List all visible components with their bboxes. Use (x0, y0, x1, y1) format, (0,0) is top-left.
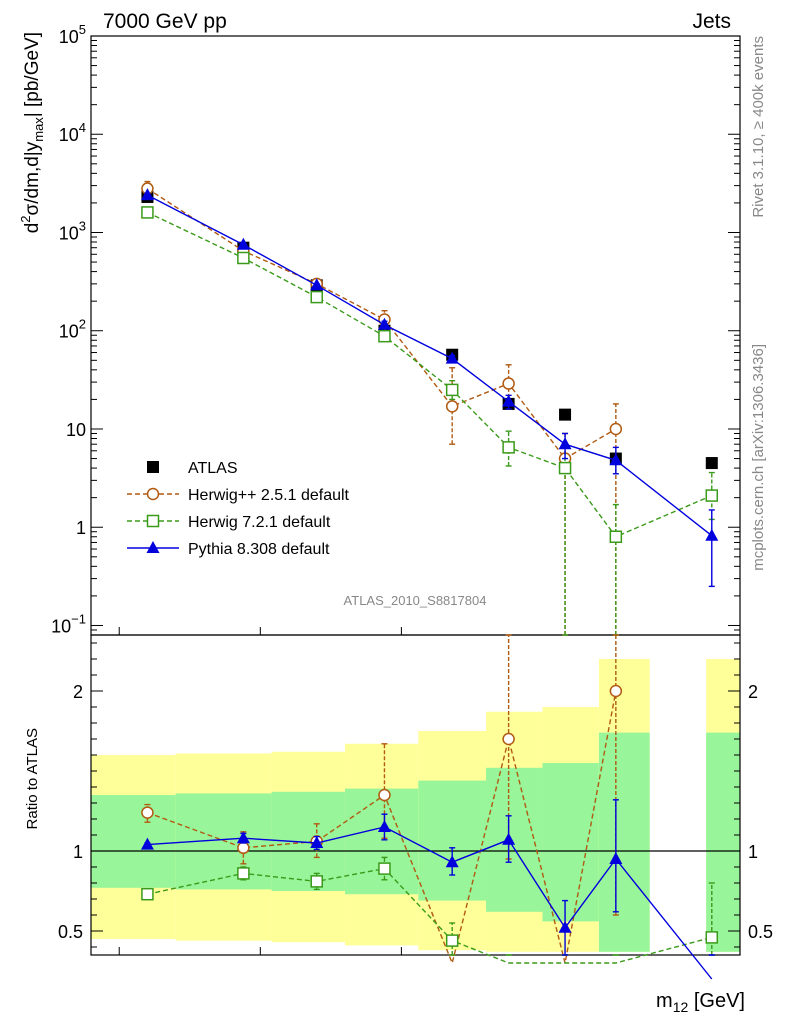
ratio-point-0-0 (141, 806, 154, 819)
legend: ATLAS Herwig++ 2.5.1 default Herwig 7.2.1 … (127, 460, 350, 558)
main-ytick-label-2: 10 (66, 420, 86, 440)
legend-marker-0 (147, 461, 159, 473)
ratio-point-1-0 (141, 887, 154, 901)
ylabel-d: d (22, 223, 43, 234)
main-point-2-2 (310, 290, 323, 304)
ratio-ytick-label-left-1: 1 (73, 842, 83, 862)
main-point-1-7 (609, 422, 623, 436)
main-point-2-0 (141, 206, 154, 219)
main-ytick-label-3: 102 (59, 317, 86, 342)
ratio-point-1-8 (705, 931, 719, 944)
main-point-2-5 (502, 441, 515, 454)
ratio-point-2-7 (609, 852, 623, 864)
green-band-7 (598, 732, 650, 952)
ratio-point-0-5 (502, 732, 515, 746)
mcplots-note: mcplots.cern.ch [arXiv:1306.3436] (750, 344, 767, 571)
main-line-3 (147, 194, 713, 537)
ratio-point-2-6 (558, 920, 572, 933)
main-point-0-8 (705, 457, 718, 470)
ratio-ytick-label-right-0: 0.5 (748, 922, 773, 942)
ratio-point-1-2 (310, 875, 323, 888)
ratio-ytick-label-right-2: 2 (748, 682, 758, 702)
green-band-6 (542, 763, 599, 922)
ratio-point-1-1 (237, 867, 250, 880)
main-point-2-4 (445, 383, 459, 397)
main-point-2-7 (609, 530, 623, 544)
rivet-note: Rivet 3.1.10, ≥ 400k events (750, 36, 767, 218)
main-point-2-6 (558, 461, 572, 475)
ratio-ytick-label-left-0: 0.5 (58, 922, 83, 942)
legend-label-2: Herwig 7.2.1 default (188, 514, 331, 531)
green-band-0 (91, 795, 176, 888)
main-point-2-8 (705, 489, 719, 502)
main-point-1-4 (445, 400, 459, 413)
main-ytick-label-4: 103 (59, 218, 86, 243)
main-point-3-1 (236, 237, 250, 250)
green-band-4 (418, 780, 487, 901)
legend-marker-2 (146, 514, 160, 528)
ratio-point-1-4 (445, 934, 459, 947)
main-point-2-1 (237, 251, 250, 265)
main-ytick-label-6: 105 (59, 22, 86, 47)
ratio-point-2-5 (502, 832, 516, 845)
main-ytick-label-1: 1 (76, 518, 86, 538)
main-y-axis-title: d2σ/dm,d|ymax| [pb/GeV] (18, 32, 46, 233)
legend-marker-1 (146, 487, 160, 501)
main-point-0-6 (559, 408, 572, 421)
legend-label-3: Pythia 8.308 default (188, 541, 330, 558)
header-left: 7000 GeV pp (103, 10, 227, 33)
ratio-series (140, 634, 719, 980)
legend-marker-3 (146, 541, 160, 553)
header-right: Jets (692, 10, 731, 33)
main-ytick-label-0: 10−1 (51, 611, 86, 636)
ratio-point-2-0 (140, 837, 154, 850)
main-line-1 (147, 187, 617, 460)
ylabel-mid: σ/dm,d|y (22, 141, 43, 215)
main-point-3-8 (705, 528, 719, 541)
ratio-point-0-3 (378, 788, 391, 802)
main-ytick-label-5: 104 (59, 120, 86, 145)
ratio-point-2-3 (377, 820, 391, 832)
main-point-3-5 (502, 394, 516, 407)
green-band-3 (344, 788, 419, 895)
ylabel-sub: max (31, 117, 46, 142)
legend-label-1: Herwig++ 2.5.1 default (188, 487, 350, 504)
ratio-point-2-2 (310, 836, 324, 848)
main-point-3-7 (609, 453, 623, 466)
ratio-point-0-7 (609, 684, 623, 698)
ratio-line-0 (147, 690, 617, 966)
ratio-point-2-4 (445, 855, 459, 868)
axes: 10−1 1 10 102 103 104 105 0.5 0.5 1 1 2 2 (51, 22, 773, 956)
main-point-3-0 (140, 188, 154, 201)
ratio-point-2-1 (236, 831, 250, 844)
ratio-frame (90, 634, 741, 956)
ylabel-end: | [pb/GeV] (22, 32, 43, 117)
main-point-3-4 (445, 351, 459, 364)
analysis-label: ATLAS_2010_S8817804 (344, 593, 487, 608)
ratio-ytick-label-left-2: 2 (73, 682, 83, 702)
xlabel-m: m (656, 990, 673, 1012)
green-band-5 (486, 767, 543, 912)
main-point-2-3 (378, 329, 391, 343)
main-point-1-5 (502, 377, 515, 390)
ratio-bands (91, 659, 740, 952)
x-axis-title: m12 [GeV] (656, 990, 745, 1015)
main-point-3-2 (310, 278, 324, 291)
ylabel-sup: 2 (18, 215, 33, 222)
ratio-y-axis-title: Ratio to ATLAS (24, 728, 41, 829)
main-point-3-3 (377, 317, 391, 330)
ratio-point-1-3 (378, 862, 391, 875)
main-point-3-6 (558, 437, 572, 450)
ratio-point-0-1 (237, 841, 250, 855)
legend-label-0: ATLAS (188, 460, 238, 477)
main-series (140, 180, 719, 636)
ratio-ytick-label-right-1: 1 (748, 842, 758, 862)
xlabel-sub: 12 (673, 999, 689, 1015)
xlabel-end: [GeV] (688, 990, 745, 1012)
